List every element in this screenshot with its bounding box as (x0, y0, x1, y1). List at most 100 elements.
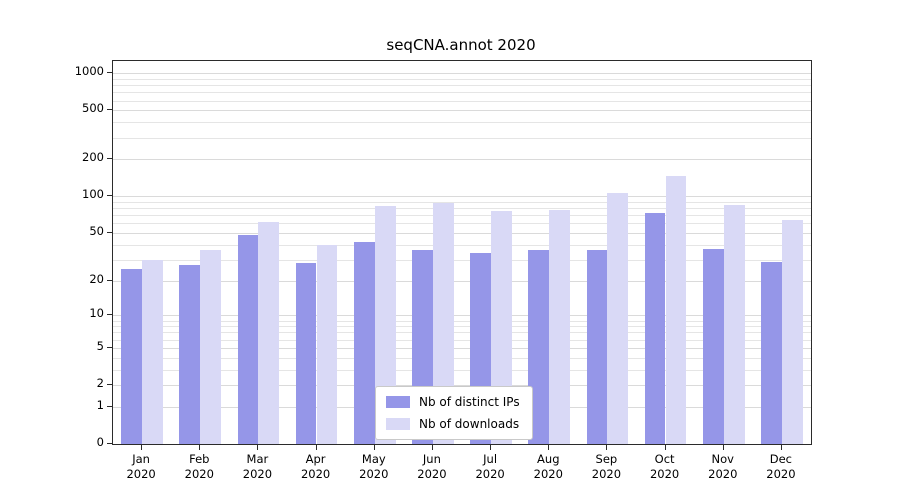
gridline (113, 78, 811, 80)
y-tick-label: 1 (96, 397, 104, 412)
gridline (113, 315, 811, 317)
gridline (113, 85, 811, 87)
x-tick-year: 2020 (126, 467, 156, 481)
y-tick-mark (107, 158, 112, 160)
gridline (113, 208, 811, 210)
x-tick-label: Dec 2020 (752, 452, 810, 482)
gridline (113, 92, 811, 94)
y-tick-label: 10 (89, 306, 104, 321)
bar-distinct-ips-feb (179, 265, 201, 444)
legend: Nb of distinct IPs Nb of downloads (375, 386, 533, 440)
bar-distinct-ips-mar (237, 235, 259, 444)
x-tick-label: Feb 2020 (170, 452, 228, 482)
y-tick-label: 2 (96, 376, 104, 391)
x-tick-month: Oct (654, 452, 675, 466)
gridline (113, 320, 811, 322)
x-tick-month: Dec (769, 452, 793, 466)
x-tick-label: Jan 2020 (112, 452, 170, 482)
x-tick-label: Jun 2020 (403, 452, 461, 482)
x-tick-label: Aug 2020 (519, 452, 577, 482)
x-tick-month: Jun (422, 452, 441, 466)
x-tick-month: May (361, 452, 386, 466)
bar-downloads-apr (316, 244, 338, 444)
gridline (113, 347, 811, 349)
x-tick-label: Oct 2020 (636, 452, 694, 482)
x-tick-year: 2020 (242, 467, 273, 481)
gridline (113, 100, 811, 102)
x-tick-label: Nov 2020 (694, 452, 752, 482)
y-tick-label: 1000 (74, 64, 104, 79)
chart-title: seqCNA.annot 2020 (386, 36, 536, 54)
bar-downloads-nov (723, 205, 745, 444)
bar-distinct-ips-sep (586, 250, 608, 444)
bar-downloads-sep (607, 192, 629, 444)
gridline (113, 110, 811, 112)
y-tick-mark (107, 384, 112, 386)
bar-downloads-aug (549, 210, 571, 444)
x-tick-mark (780, 445, 782, 450)
bar-distinct-ips-oct (644, 213, 666, 444)
x-tick-label: Jul 2020 (461, 452, 519, 482)
x-tick-month: Mar (246, 452, 269, 466)
y-tick-mark (107, 443, 112, 444)
x-tick-mark (373, 445, 375, 450)
bar-downloads-feb (200, 250, 222, 444)
gridline (113, 215, 811, 217)
y-tick-label: 500 (82, 101, 104, 116)
legend-swatch-distinct-ips (386, 396, 410, 408)
x-tick-month: Jul (483, 452, 498, 466)
x-tick-mark (548, 445, 550, 450)
bar-downloads-dec (781, 220, 803, 444)
y-tick-mark (107, 195, 112, 197)
gridline (113, 326, 811, 328)
gridline (113, 244, 811, 246)
y-tick-mark (107, 109, 112, 111)
x-tick-mark (199, 445, 201, 450)
x-tick-mark (490, 445, 492, 450)
x-tick-label: Apr 2020 (287, 452, 345, 482)
x-tick-year: 2020 (300, 467, 331, 481)
legend-swatch-downloads (386, 418, 410, 430)
bar-downloads-jun (432, 203, 454, 444)
bar-downloads-oct (665, 175, 687, 444)
bar-distinct-ips-aug (528, 250, 550, 444)
legend-item-distinct-ips: Nb of distinct IPs (386, 395, 520, 409)
bar-distinct-ips-nov (702, 248, 724, 444)
x-tick-mark (257, 445, 259, 450)
x-tick-month: Sep (595, 452, 618, 466)
x-tick-year: 2020 (475, 467, 505, 481)
x-tick-year: 2020 (359, 467, 389, 481)
bar-downloads-mar (258, 221, 280, 444)
x-tick-mark (722, 445, 724, 450)
gridline (113, 369, 811, 371)
x-tick-mark (141, 445, 143, 450)
x-tick-year: 2020 (184, 467, 214, 481)
gridline (113, 332, 811, 334)
gridline (113, 159, 811, 161)
gridline (113, 385, 811, 387)
legend-item-downloads: Nb of downloads (386, 417, 520, 431)
x-tick-label: Sep 2020 (577, 452, 635, 482)
bar-downloads-jul (491, 210, 512, 444)
x-tick-year: 2020 (417, 467, 447, 481)
x-tick-month: Feb (189, 452, 210, 466)
x-tick-month: Nov (711, 452, 734, 466)
y-tick-mark (107, 72, 112, 74)
y-tick-label: 200 (82, 150, 104, 165)
y-tick-label: 50 (89, 224, 104, 238)
x-tick-mark (431, 445, 433, 450)
gridline (113, 223, 811, 225)
bar-distinct-ips-jan (121, 269, 142, 444)
x-tick-month: Apr (305, 452, 326, 466)
x-tick-year: 2020 (649, 467, 680, 481)
bar-distinct-ips-apr (295, 263, 317, 444)
gridline (113, 280, 811, 282)
bar-downloads-jan (142, 259, 163, 444)
bar-distinct-ips-dec (761, 261, 782, 444)
legend-label-downloads: Nb of downloads (419, 417, 520, 431)
x-tick-year: 2020 (708, 467, 738, 481)
gridline (113, 137, 811, 139)
gridline (113, 73, 811, 75)
x-tick-label: May 2020 (345, 452, 403, 482)
